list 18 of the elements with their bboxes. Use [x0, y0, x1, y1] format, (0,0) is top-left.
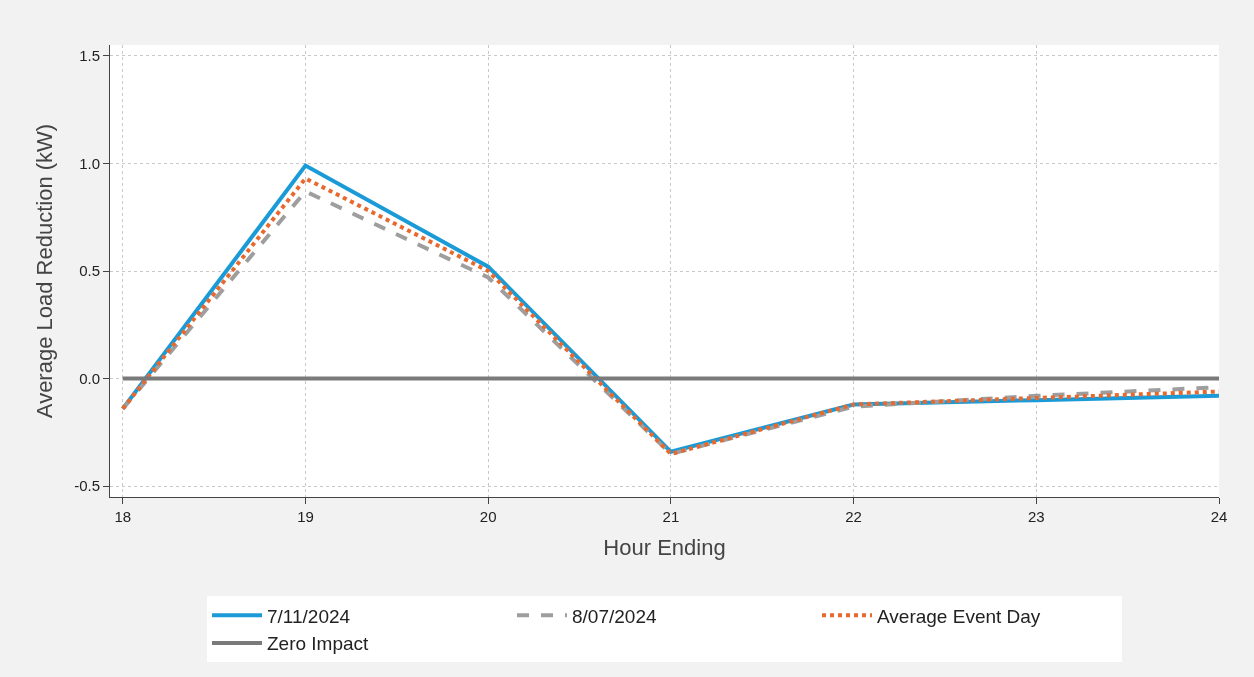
- y-tick-label: 1.5: [79, 47, 100, 65]
- y-tick-label: -0.5: [74, 477, 100, 495]
- legend-label: 8/07/2024: [572, 605, 657, 627]
- x-axis-title: Hour Ending: [603, 534, 726, 560]
- y-tick-label: 0.5: [79, 262, 100, 280]
- x-tick-label: 18: [114, 508, 132, 525]
- y-tick-label: 0.0: [79, 369, 100, 387]
- x-tick-label: 23: [1027, 508, 1045, 525]
- x-tick-label: 22: [845, 508, 862, 525]
- x-tick-label: 19: [297, 508, 314, 525]
- legend-label: Zero Impact: [267, 633, 370, 655]
- legend-label: Average Event Day: [877, 605, 1041, 627]
- legend-label: 7/11/2024: [267, 605, 351, 627]
- x-tick-label: 24: [1210, 508, 1228, 525]
- x-tick-label: 20: [479, 508, 497, 525]
- y-axis-title: Average Load Reduction (kW): [31, 123, 57, 419]
- x-tick-label: 21: [662, 508, 680, 525]
- y-tick-label: 1.0: [79, 154, 100, 172]
